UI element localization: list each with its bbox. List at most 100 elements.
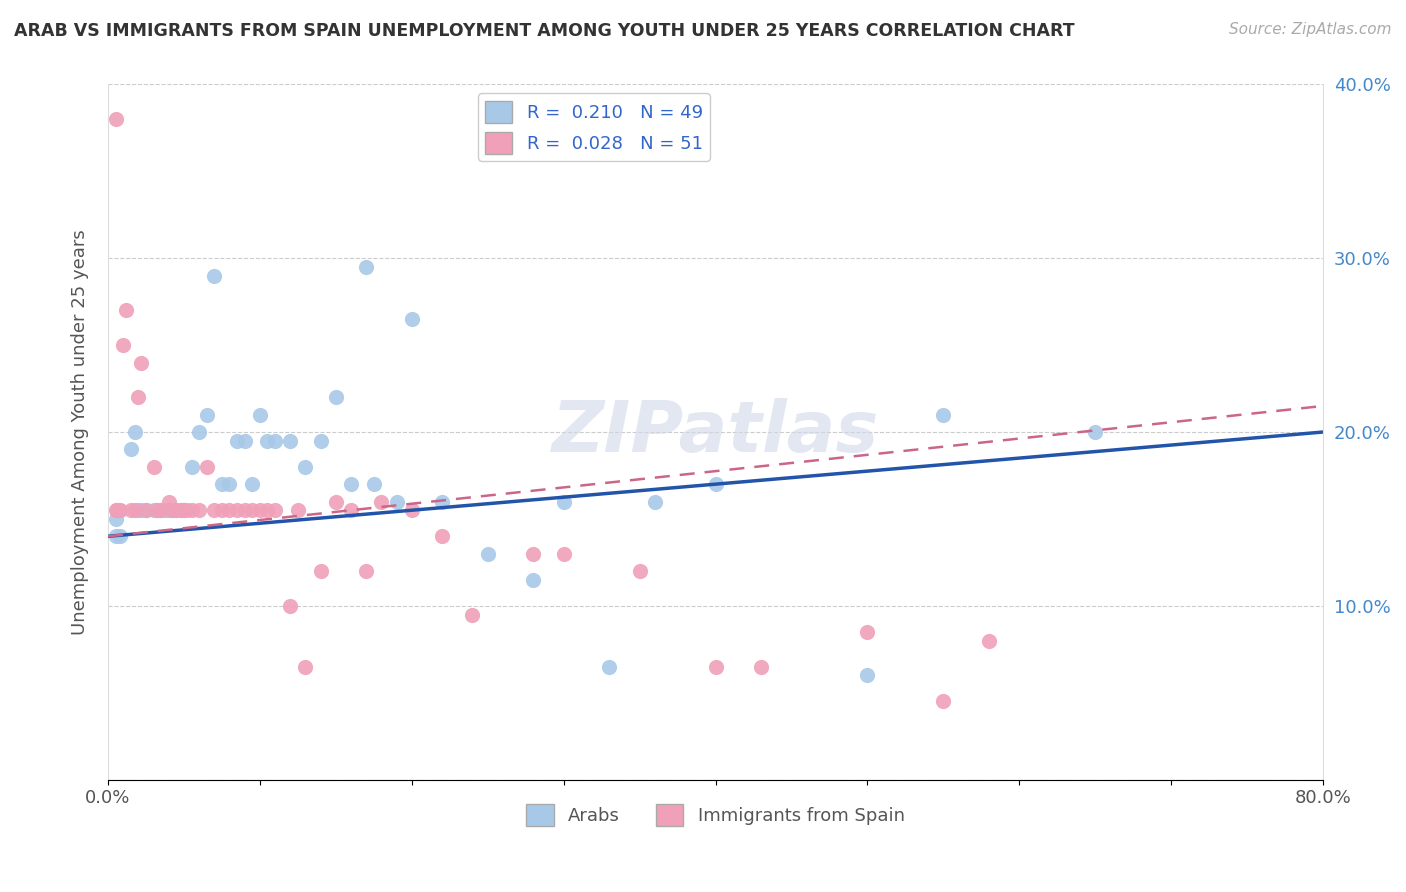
- Point: [127, 390, 149, 404]
- Point: [278, 434, 301, 448]
- Point: [180, 459, 202, 474]
- Point: [363, 477, 385, 491]
- Point: [340, 477, 363, 491]
- Point: [309, 434, 332, 448]
- Point: [157, 494, 180, 508]
- Point: [294, 659, 316, 673]
- Point: [155, 503, 177, 517]
- Point: [226, 434, 249, 448]
- Point: [124, 425, 146, 439]
- Point: [553, 547, 575, 561]
- Point: [150, 503, 173, 517]
- Point: [932, 694, 955, 708]
- Point: [240, 503, 263, 517]
- Point: [264, 434, 287, 448]
- Point: [553, 494, 575, 508]
- Point: [287, 503, 309, 517]
- Point: [170, 503, 193, 517]
- Point: [195, 408, 218, 422]
- Point: [249, 408, 271, 422]
- Point: [340, 503, 363, 517]
- Point: [108, 503, 131, 517]
- Point: [249, 503, 271, 517]
- Point: [233, 503, 256, 517]
- Point: [142, 503, 165, 517]
- Point: [628, 564, 651, 578]
- Point: [309, 564, 332, 578]
- Point: [211, 477, 233, 491]
- Point: [104, 529, 127, 543]
- Point: [108, 529, 131, 543]
- Point: [160, 503, 183, 517]
- Point: [401, 503, 423, 517]
- Point: [188, 503, 211, 517]
- Point: [120, 442, 142, 457]
- Point: [264, 503, 287, 517]
- Point: [104, 112, 127, 127]
- Point: [522, 573, 544, 587]
- Point: [173, 503, 195, 517]
- Point: [226, 503, 249, 517]
- Point: [256, 503, 278, 517]
- Point: [180, 503, 202, 517]
- Point: [278, 599, 301, 613]
- Point: [176, 503, 198, 517]
- Point: [145, 503, 167, 517]
- Point: [385, 494, 408, 508]
- Point: [218, 477, 240, 491]
- Point: [704, 659, 727, 673]
- Text: Source: ZipAtlas.com: Source: ZipAtlas.com: [1229, 22, 1392, 37]
- Point: [977, 633, 1000, 648]
- Point: [131, 503, 153, 517]
- Text: ZIPatlas: ZIPatlas: [551, 398, 879, 467]
- Point: [165, 503, 187, 517]
- Point: [240, 477, 263, 491]
- Point: [142, 459, 165, 474]
- Point: [150, 503, 173, 517]
- Point: [112, 338, 135, 352]
- Point: [173, 503, 195, 517]
- Point: [1084, 425, 1107, 439]
- Text: ARAB VS IMMIGRANTS FROM SPAIN UNEMPLOYMENT AMONG YOUTH UNDER 25 YEARS CORRELATIO: ARAB VS IMMIGRANTS FROM SPAIN UNEMPLOYME…: [14, 22, 1074, 40]
- Point: [170, 503, 193, 517]
- Point: [195, 459, 218, 474]
- Point: [105, 503, 128, 517]
- Point: [856, 624, 879, 639]
- Point: [202, 268, 225, 283]
- Point: [135, 503, 157, 517]
- Point: [294, 459, 316, 474]
- Point: [325, 494, 347, 508]
- Point: [430, 494, 453, 508]
- Point: [401, 312, 423, 326]
- Point: [104, 512, 127, 526]
- Point: [145, 503, 167, 517]
- Point: [932, 408, 955, 422]
- Point: [749, 659, 772, 673]
- Point: [256, 434, 278, 448]
- Point: [202, 503, 225, 517]
- Point: [188, 425, 211, 439]
- Point: [160, 503, 183, 517]
- Point: [131, 355, 153, 369]
- Point: [477, 547, 499, 561]
- Point: [124, 503, 146, 517]
- Point: [354, 260, 377, 274]
- Point: [461, 607, 484, 622]
- Point: [115, 303, 138, 318]
- Legend: Arabs, Immigrants from Spain: Arabs, Immigrants from Spain: [519, 797, 911, 833]
- Point: [165, 503, 187, 517]
- Point: [644, 494, 666, 508]
- Point: [127, 503, 149, 517]
- Point: [704, 477, 727, 491]
- Point: [598, 659, 620, 673]
- Point: [218, 503, 240, 517]
- Point: [120, 503, 142, 517]
- Point: [354, 564, 377, 578]
- Point: [430, 529, 453, 543]
- Point: [522, 547, 544, 561]
- Point: [211, 503, 233, 517]
- Y-axis label: Unemployment Among Youth under 25 years: Unemployment Among Youth under 25 years: [72, 229, 89, 635]
- Point: [856, 668, 879, 682]
- Point: [107, 503, 129, 517]
- Point: [370, 494, 392, 508]
